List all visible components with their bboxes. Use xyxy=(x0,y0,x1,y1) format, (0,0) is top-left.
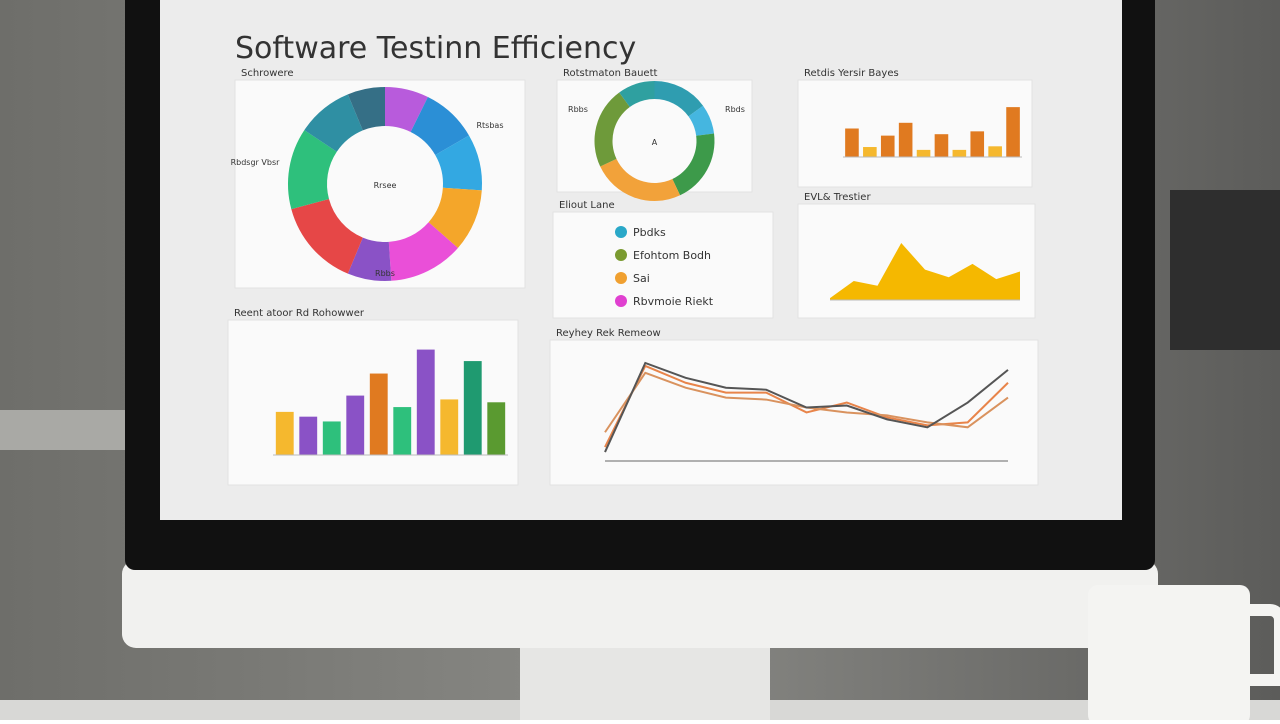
donut-segment xyxy=(435,135,482,191)
legend-label: Sai xyxy=(633,272,650,285)
panel xyxy=(797,79,1033,188)
legend-label: Pbdks xyxy=(633,226,666,239)
bar xyxy=(863,147,877,157)
donut-segment xyxy=(288,130,337,210)
bar xyxy=(393,407,412,455)
donut-annotation: Rtsbas xyxy=(476,121,503,130)
legend-marker xyxy=(615,295,627,307)
bar xyxy=(970,131,985,157)
panel-title: Reyhey Rek Remeow xyxy=(556,328,661,339)
bar xyxy=(1006,107,1020,157)
donut-segment xyxy=(385,87,428,132)
bar xyxy=(463,361,482,455)
donut-segment xyxy=(594,92,630,167)
donut-segment xyxy=(410,97,470,155)
legend-label: Rbvmoie Riekt xyxy=(633,295,714,308)
bar xyxy=(845,128,859,157)
donut-annotation: Rbbs xyxy=(568,105,588,114)
donut-segment xyxy=(672,133,715,196)
monitor-chin xyxy=(122,560,1158,648)
panel-title: Reent atoor Rd Rohowwer xyxy=(234,308,365,319)
dashboard-title: Software Testinn Efficiency xyxy=(235,31,636,66)
panel xyxy=(552,211,774,319)
panel-title: Retdis Yersir Bayes xyxy=(804,68,899,79)
donut-center-label: A xyxy=(652,138,658,147)
shelf xyxy=(0,410,130,450)
bar xyxy=(934,134,949,157)
bar xyxy=(916,149,931,157)
monitor-stand xyxy=(520,640,770,720)
line-series xyxy=(604,361,1009,453)
bar xyxy=(369,373,388,455)
bar xyxy=(898,122,913,157)
bar xyxy=(416,349,435,455)
donut-segment xyxy=(304,94,363,152)
panel-title: EVL& Trestier xyxy=(804,192,871,203)
donut-segment xyxy=(619,81,655,108)
bar xyxy=(440,399,459,455)
donut-annotation: Rbbs xyxy=(375,269,395,278)
donut-segment xyxy=(688,105,715,136)
panel-title: Rotstmaton Bauett xyxy=(563,68,657,79)
legend-marker xyxy=(615,249,627,261)
area xyxy=(830,243,1020,300)
donut-segment xyxy=(347,87,385,131)
bar xyxy=(346,395,365,455)
donut-segment xyxy=(654,81,704,117)
donut-segment xyxy=(291,199,363,274)
donut-segment xyxy=(600,158,681,202)
bar xyxy=(952,149,967,157)
donut-segment xyxy=(388,222,458,281)
donut-segment xyxy=(428,187,482,248)
bar xyxy=(988,146,1002,157)
donut-segment xyxy=(347,237,392,282)
donut-annotation: Rbds xyxy=(725,105,745,114)
bar xyxy=(322,421,341,455)
legend-marker xyxy=(615,272,627,284)
donut-center-label: Rrsee xyxy=(374,181,397,190)
mug-handle xyxy=(1250,604,1280,686)
legend-marker xyxy=(615,226,627,238)
bar xyxy=(299,416,318,455)
panels: Schrowere Rrsee Rtsbas Rbdsgr Vbsr Rbbs Rotst… xyxy=(227,68,1039,486)
donut-annotation: Rbdsgr Vbsr xyxy=(231,158,281,167)
background-object xyxy=(1170,190,1280,350)
bar xyxy=(275,411,294,455)
bar xyxy=(487,402,506,455)
bar xyxy=(880,135,895,157)
legend-label: Efohtom Bodh xyxy=(633,249,711,262)
panel-title: Eliout Lane xyxy=(559,200,615,211)
mug xyxy=(1088,585,1250,724)
panel-title: Schrowere xyxy=(241,68,294,79)
